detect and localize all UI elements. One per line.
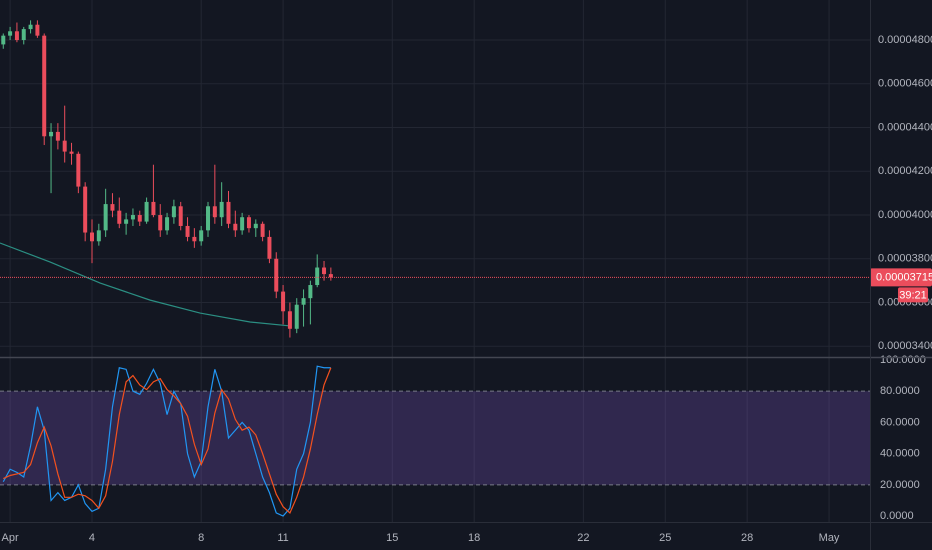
- candle-body: [55, 131, 60, 141]
- candle-body: [89, 232, 94, 242]
- candle-body: [42, 35, 47, 137]
- countdown-box: [898, 287, 928, 303]
- candle-body: [49, 131, 54, 137]
- candle-body: [322, 267, 327, 275]
- candle-body: [83, 186, 88, 233]
- candle-body: [260, 223, 265, 237]
- y-tick-label: 20.0000: [880, 479, 920, 491]
- oscillator-line: [3, 367, 332, 514]
- candle-body: [28, 24, 33, 30]
- candle-body: [246, 217, 251, 229]
- candle-body: [96, 230, 101, 242]
- x-tick-label: 11: [277, 532, 288, 544]
- candle-body: [35, 24, 40, 36]
- x-tick-label: 4: [89, 532, 95, 544]
- candle-body: [185, 225, 190, 237]
- candle-body: [212, 206, 217, 218]
- candle-body: [328, 274, 333, 278]
- x-tick-label: 25: [659, 532, 671, 544]
- y-tick-label: 60.0000: [880, 416, 920, 428]
- candle-body: [253, 223, 258, 229]
- candle-body: [267, 236, 272, 259]
- x-tick-label: May: [819, 532, 840, 544]
- countdown: 39:21: [899, 289, 927, 301]
- y-tick-label: 0.00004400: [878, 121, 932, 133]
- last-price-box: [870, 268, 932, 287]
- candle-body: [103, 204, 108, 231]
- candle-body: [226, 201, 231, 224]
- candle-body: [124, 219, 129, 224]
- candle-body: [110, 204, 115, 211]
- oscillator-band: [0, 391, 870, 485]
- candle-body: [137, 215, 142, 222]
- y-tick-label: 40.0000: [880, 448, 920, 460]
- candle-body: [199, 230, 204, 242]
- candle-body: [165, 217, 170, 231]
- candle-body: [308, 285, 313, 299]
- y-tick-label: 0.00003800: [878, 253, 932, 265]
- y-tick-label: 0.00004200: [878, 165, 932, 177]
- last-price-label: 0.00003715: [876, 271, 932, 283]
- y-tick-label: 0.00004800: [878, 34, 932, 46]
- candle-body: [14, 31, 19, 41]
- candle-body: [178, 206, 183, 226]
- candle-body: [1, 35, 6, 45]
- oscillator-line: [2, 365, 331, 517]
- y-tick-label: 0.00004000: [878, 209, 932, 221]
- candle-body: [69, 151, 74, 154]
- candle-body: [8, 31, 13, 36]
- y-tick-label: 0.0000: [880, 510, 914, 522]
- x-tick-label: 28: [741, 532, 753, 544]
- candle-body: [219, 201, 224, 218]
- candle-body: [62, 140, 67, 152]
- x-tick-label: 15: [386, 532, 398, 544]
- candle-body: [315, 267, 320, 286]
- candle-body: [206, 206, 211, 231]
- candle-body: [171, 206, 176, 218]
- moving-average: [0, 242, 291, 327]
- y-tick-label: 0.00004600: [878, 78, 932, 90]
- candle-body: [233, 223, 238, 231]
- candle-body: [240, 217, 245, 231]
- candle-body: [151, 201, 156, 216]
- candle-body: [144, 201, 149, 222]
- candle-body: [158, 215, 163, 231]
- candle-body: [117, 210, 122, 224]
- candle-body: [301, 298, 306, 305]
- candle-body: [281, 291, 286, 312]
- candle-body: [130, 215, 135, 220]
- candle-body: [287, 311, 292, 329]
- candle-body: [21, 29, 26, 41]
- y-tick-label: 80.0000: [880, 385, 920, 397]
- candle-body: [192, 236, 197, 242]
- y-tick-label: 100.0000: [880, 354, 926, 366]
- candle-body: [274, 258, 279, 292]
- x-tick-label: 18: [468, 532, 480, 544]
- candle-body: [76, 153, 81, 187]
- y-tick-label: 0.00003400: [878, 340, 932, 352]
- x-tick-label: 8: [198, 532, 204, 544]
- x-tick-label: Apr: [2, 532, 19, 544]
- candle-body: [294, 304, 299, 329]
- x-tick-label: 22: [577, 532, 589, 544]
